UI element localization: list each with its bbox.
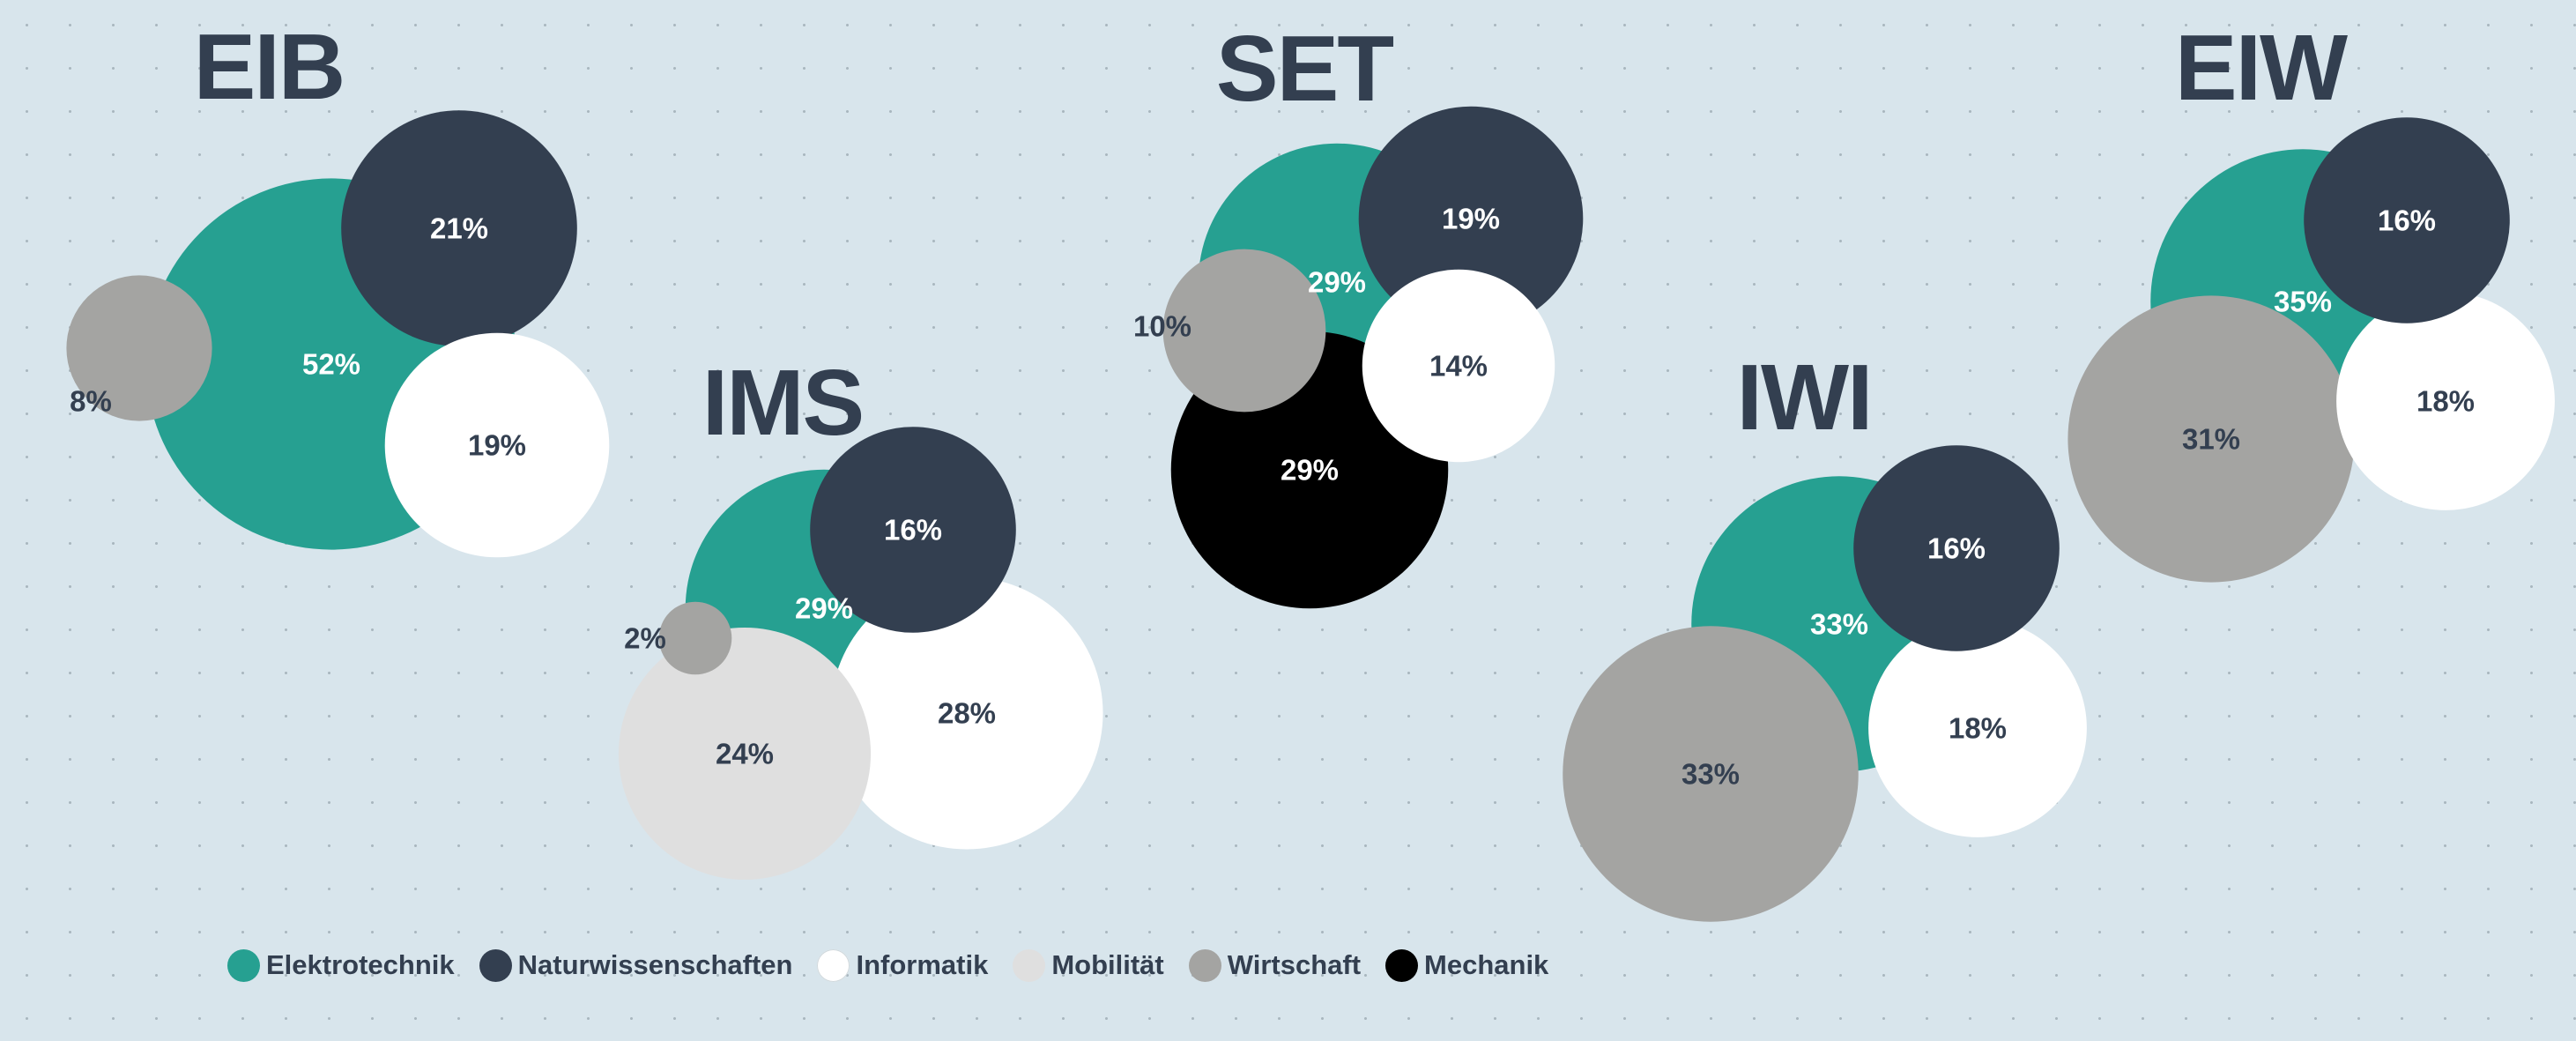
legend-label-elektrotechnik: Elektrotechnik: [266, 949, 455, 980]
group-title-ims: IMS: [702, 351, 863, 455]
bubble-eiw-wirtschaft: [2067, 295, 2355, 583]
chart-legend: Elektrotechnik Naturwissenschaften Infor…: [227, 948, 1573, 983]
bubble-label-set-elektrotechnik: 29%: [1308, 266, 1366, 299]
legend-item-mobilitaet: Mobilität: [1013, 948, 1164, 982]
bubble-iwi-naturwissenschaften: [1853, 445, 2060, 651]
legend-label-naturwissenschaften: Naturwissenschaften: [517, 949, 793, 980]
bubble-label-iwi-wirtschaft: 33%: [1681, 758, 1740, 791]
bubble-label-set-informatik: 14%: [1429, 350, 1488, 383]
bubble-label-ims-naturwissenschaften: 16%: [884, 514, 942, 547]
legend-item-elektrotechnik: Elektrotechnik: [227, 948, 455, 982]
group-title-iwi: IWI: [1737, 346, 1872, 450]
bubble-label-set-wirtschaft: 10%: [1133, 310, 1191, 343]
legend-swatch-mobilitaet: [1013, 948, 1046, 982]
bubble-label-eib-naturwissenschaften: 21%: [430, 212, 488, 245]
legend-label-mechanik: Mechanik: [1424, 949, 1549, 980]
bubble-label-iwi-elektrotechnik: 33%: [1810, 608, 1868, 641]
bubble-ims-informatik: [830, 576, 1103, 850]
bubble-label-ims-wirtschaft: 2%: [624, 622, 666, 655]
legend-swatch-wirtschaft: [1188, 948, 1221, 982]
group-title-eib: EIB: [194, 15, 345, 119]
bubble-label-eiw-wirtschaft: 31%: [2182, 423, 2240, 456]
bubble-label-ims-elektrotechnik: 29%: [795, 592, 853, 625]
bubble-label-eib-elektrotechnik: 52%: [302, 348, 360, 381]
bubble-set-informatik: [1362, 269, 1555, 463]
legend-item-naturwissenschaften: Naturwissenschaften: [479, 948, 793, 982]
group-title-eiw: EIW: [2175, 16, 2348, 120]
bubble-label-eiw-naturwissenschaften: 16%: [2378, 204, 2436, 237]
legend-item-mechanik: Mechanik: [1385, 948, 1549, 982]
legend-swatch-naturwissenschaften: [479, 948, 512, 982]
bubble-label-eib-wirtschaft: 8%: [70, 385, 112, 418]
bubble-iwi-informatik: [1868, 619, 2087, 837]
legend-swatch-informatik: [817, 948, 850, 982]
bubble-set-wirtschaft: [1162, 249, 1326, 413]
legend-swatch-mechanik: [1385, 948, 1419, 982]
legend-swatch-elektrotechnik: [227, 948, 260, 982]
bubble-iwi-wirtschaft: [1563, 626, 1859, 922]
bubble-label-eiw-elektrotechnik: 35%: [2274, 286, 2332, 318]
bubble-eib-wirtschaft: [66, 275, 212, 421]
bubble-eib-informatik: [384, 332, 610, 558]
bubble-eiw-naturwissenschaften: [2304, 117, 2510, 323]
bubble-label-set-mechanik: 29%: [1281, 454, 1339, 487]
bubble-label-ims-informatik: 28%: [938, 697, 996, 730]
bubble-label-eib-informatik: 19%: [468, 429, 526, 462]
bubble-label-iwi-informatik: 18%: [1949, 712, 2007, 745]
bubble-ims-naturwissenschaften: [810, 427, 1016, 633]
legend-label-mobilitaet: Mobilität: [1051, 949, 1164, 980]
bubble-eib-naturwissenschaften: [341, 110, 577, 346]
group-title-set: SET: [1216, 17, 1393, 121]
bubble-ims-mobilitaet: [618, 627, 872, 881]
bubble-set-naturwissenschaften: [1358, 106, 1584, 331]
legend-label-informatik: Informatik: [856, 949, 989, 980]
bubble-ims-wirtschaft: [658, 601, 732, 675]
bubble-label-ims-mobilitaet: 24%: [716, 738, 774, 770]
bubble-label-iwi-naturwissenschaften: 16%: [1927, 532, 1986, 565]
legend-label-wirtschaft: Wirtschaft: [1227, 949, 1362, 980]
bubble-label-set-naturwissenschaften: 19%: [1442, 203, 1500, 235]
bubble-label-eiw-informatik: 18%: [2416, 385, 2475, 418]
legend-item-informatik: Informatik: [817, 948, 989, 982]
legend-item-wirtschaft: Wirtschaft: [1188, 948, 1362, 982]
bubble-eiw-informatik: [2336, 292, 2555, 510]
